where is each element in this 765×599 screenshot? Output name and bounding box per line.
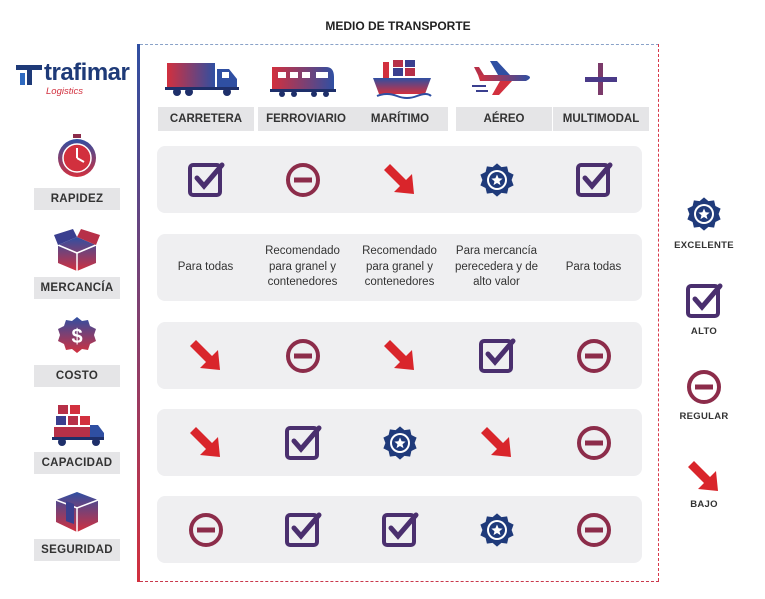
- legend-label-bajo: BAJO: [690, 499, 718, 510]
- frame-left-border: [137, 44, 140, 582]
- truck-icon: [155, 57, 251, 101]
- legend-label-alto: ALTO: [690, 326, 718, 337]
- plane-icon: [455, 57, 551, 101]
- logo-subtitle: Logistics: [46, 86, 83, 97]
- mercancia-cell-multimodal: Para todas: [565, 260, 622, 273]
- legend-excelente-icon: [680, 192, 728, 236]
- text-row-mercancia: Para todas Recomendado para granel y con…: [157, 234, 642, 301]
- costo-aereo-alto-icon: [448, 336, 545, 376]
- mode-label-ferroviario: FERROVIARIO: [258, 107, 354, 131]
- mercancia-cell-carretera: Para todas: [177, 260, 234, 273]
- rapidez-aereo-excelente-icon: [448, 160, 545, 200]
- stopwatch-icon: [52, 133, 102, 177]
- seguridad-carretera-regular-icon: [157, 510, 254, 550]
- legend-bajo-icon: [680, 455, 728, 499]
- mode-label-multimodal: MULTIMODAL: [553, 107, 649, 131]
- capacidad-maritimo-excelente-icon: [351, 423, 448, 463]
- mode-label-aereo: AÉREO: [456, 107, 552, 131]
- mode-label-maritimo: MARÍTIMO: [352, 107, 448, 131]
- capacidad-aereo-bajo-icon: [448, 423, 545, 463]
- rapidez-carretera-alto-icon: [157, 160, 254, 200]
- legend-label-excelente: EXCELENTE: [674, 240, 734, 251]
- rapidez-ferroviario-regular-icon: [254, 160, 351, 200]
- category-label-seguridad: SEGURIDAD: [34, 539, 120, 561]
- mode-label-carretera: CARRETERA: [158, 107, 254, 131]
- mercancia-cell-maritimo: Recomendado para granel y contenedores: [362, 245, 437, 289]
- costo-ferroviario-regular-icon: [254, 336, 351, 376]
- rapidez-multimodal-alto-icon: [545, 160, 642, 200]
- seguridad-ferroviario-alto-icon: [254, 510, 351, 550]
- frame-right-border: [658, 44, 659, 581]
- dollar-badge-icon: $: [52, 315, 102, 359]
- ship-icon: [354, 57, 450, 101]
- logo-name: trafimar: [44, 59, 130, 86]
- rating-row-costo: [157, 322, 642, 389]
- seguridad-maritimo-alto-icon: [351, 510, 448, 550]
- category-label-mercancia: MERCANCÍA: [34, 277, 120, 299]
- box-icon: [52, 227, 102, 271]
- seguridad-multimodal-regular-icon: [545, 510, 642, 550]
- plus-icon: [553, 57, 649, 101]
- mercancia-cell-ferroviario: Recomendado para granel y contenedores: [265, 245, 340, 289]
- logo-mark-icon: [16, 63, 44, 90]
- chart-title: MEDIO DE TRANSPORTE: [325, 19, 471, 33]
- costo-carretera-bajo-icon: [157, 336, 254, 376]
- frame-top-border: [140, 44, 659, 45]
- rating-row-rapidez: [157, 146, 642, 213]
- capacidad-ferroviario-alto-icon: [254, 423, 351, 463]
- costo-maritimo-bajo-icon: [351, 336, 448, 376]
- secure-box-icon: [52, 490, 102, 534]
- rating-row-capacidad: [157, 409, 642, 476]
- rating-row-seguridad: [157, 496, 642, 563]
- category-label-rapidez: RAPIDEZ: [34, 188, 120, 210]
- legend-regular-icon: [680, 365, 728, 409]
- legend-alto-icon: [680, 279, 728, 323]
- train-icon: [255, 57, 351, 101]
- mercancia-cell-aereo: Para mercancía perecedera y de alto valo…: [454, 245, 539, 289]
- category-label-capacidad: CAPACIDAD: [34, 452, 120, 474]
- rapidez-maritimo-bajo-icon: [351, 160, 448, 200]
- frame-bottom-border: [140, 581, 659, 582]
- capacidad-carretera-bajo-icon: [157, 423, 254, 463]
- svg-text:$: $: [71, 326, 82, 348]
- loaded-truck-icon: [52, 403, 104, 447]
- legend-label-regular: REGULAR: [679, 411, 729, 422]
- costo-multimodal-regular-icon: [545, 336, 642, 376]
- category-label-costo: COSTO: [34, 365, 120, 387]
- capacidad-multimodal-regular-icon: [545, 423, 642, 463]
- seguridad-aereo-excelente-icon: [448, 510, 545, 550]
